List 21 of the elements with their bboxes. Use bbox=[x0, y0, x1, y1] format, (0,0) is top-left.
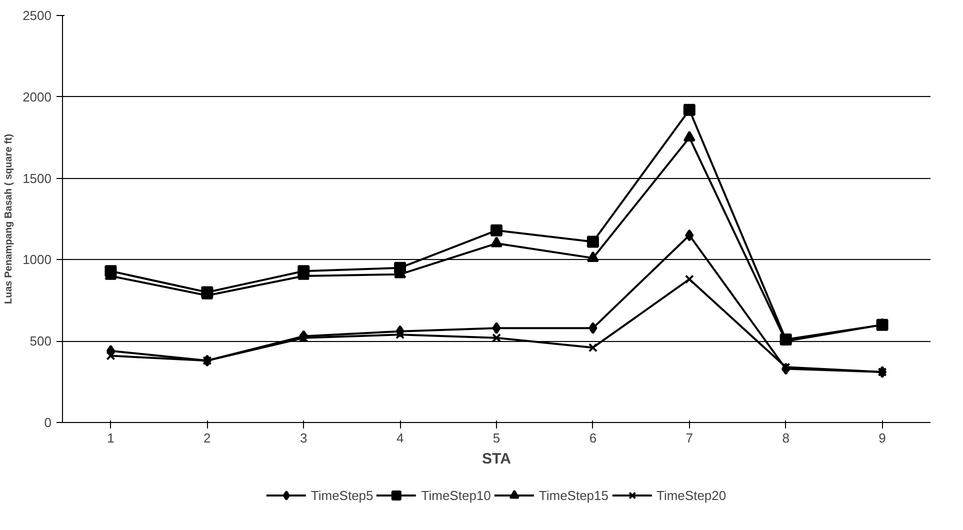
y-axis-title: Luas Penampang Basah ( square ft) bbox=[4, 134, 15, 304]
x-tick-label: 1 bbox=[107, 430, 114, 446]
y-tick-label: 1000 bbox=[22, 252, 52, 268]
x-tick-label: 8 bbox=[782, 430, 790, 446]
x-tick-label: 6 bbox=[589, 430, 597, 446]
x-tick-label: 7 bbox=[686, 430, 694, 446]
legend-label: TimeStep5 bbox=[310, 488, 374, 502]
x-axis-title: STA bbox=[482, 450, 512, 468]
y-tick-label: 0 bbox=[44, 415, 52, 430]
y-tick-label: 2500 bbox=[22, 8, 52, 23]
legend-label: TimeStep15 bbox=[538, 488, 608, 502]
x-tick-label: 3 bbox=[300, 430, 308, 446]
x-tick-label: 9 bbox=[878, 430, 886, 446]
x-tick-label: 4 bbox=[396, 430, 404, 446]
y-tick-label: 1500 bbox=[22, 170, 52, 186]
y-tick-label: 500 bbox=[30, 334, 52, 349]
legend-label: TimeStep20 bbox=[656, 488, 726, 502]
legend-label: TimeStep10 bbox=[421, 488, 491, 502]
y-tick-label: 2000 bbox=[22, 89, 52, 104]
x-tick-label: 5 bbox=[492, 430, 500, 446]
x-tick-label: 2 bbox=[204, 430, 211, 446]
